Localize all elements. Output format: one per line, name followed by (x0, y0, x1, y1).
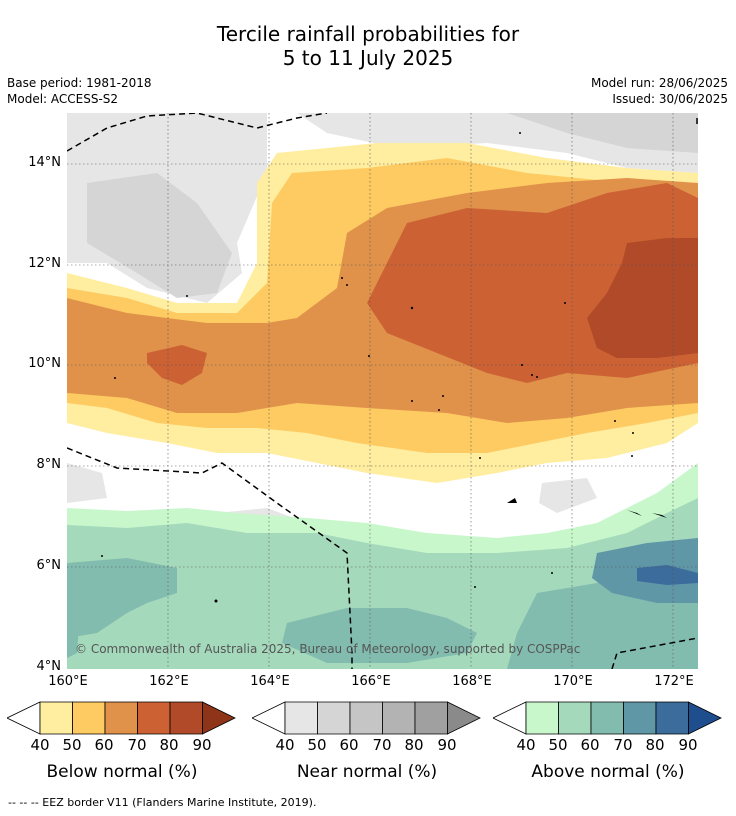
lon-label-166e: 166°E (351, 674, 391, 689)
rainfall-map (67, 113, 698, 669)
legend-near-normal (252, 701, 481, 735)
lon-label-160e: 160°E (48, 674, 88, 689)
title-line-1: Tercile rainfall probabilities for (216, 22, 520, 46)
lon-label-164e: 164°E (250, 674, 290, 689)
copyright-notice: © Commonwealth of Australia 2025, Bureau… (75, 642, 581, 656)
legend-swatch (414, 701, 448, 735)
islands (101, 132, 667, 603)
legend-below-normal (7, 701, 236, 735)
legend-arrow-right (688, 701, 722, 735)
model-name: Model: ACCESS-S2 (7, 92, 119, 106)
legend-tick: 50 (62, 736, 82, 754)
lon-label-168e: 168°E (452, 674, 492, 689)
lon-label-162e: 162°E (149, 674, 189, 689)
issued-date: Issued: 30/06/2025 (612, 92, 728, 106)
title-line-2: 5 to 11 July 2025 (282, 46, 454, 70)
legend-arrow-right (202, 701, 236, 735)
near-normal-small-patch (67, 463, 107, 503)
lat-label-10n: 10°N (28, 356, 61, 371)
legend-swatch (317, 701, 351, 735)
lat-label-12n: 12°N (28, 256, 61, 271)
map-title: Tercile rainfall probabilities for 5 to … (0, 22, 736, 70)
legend-swatch (169, 701, 203, 735)
graticule (67, 113, 698, 669)
legend-arrow-left (493, 701, 527, 735)
legend-tick: 40 (30, 736, 50, 754)
near-normal-small-patch-2 (539, 478, 597, 513)
legend-swatch (382, 701, 416, 735)
model-run: Model run: 28/06/2025 (590, 76, 728, 90)
legend-title-below: Below normal (%) (46, 762, 198, 782)
below-normal-70-small (147, 345, 207, 385)
legend-swatch (590, 701, 624, 735)
legend-tick: 70 (372, 736, 392, 754)
legend-tick: 60 (580, 736, 600, 754)
lat-label-14n: 14°N (28, 155, 61, 170)
legend-tick: 70 (613, 736, 633, 754)
legend-tick: 40 (516, 736, 536, 754)
legend-tick: 80 (159, 736, 179, 754)
lat-label-4n: 4°N (36, 659, 62, 674)
legend-tick: 90 (678, 736, 698, 754)
legend-title-near: Near normal (%) (296, 762, 438, 782)
lat-label-8n: 8°N (36, 457, 62, 472)
legend-swatch (349, 701, 383, 735)
above-normal-80-right (637, 565, 698, 585)
legend-arrow-right (447, 701, 481, 735)
legend-swatch (655, 701, 689, 735)
legend-swatch (525, 701, 559, 735)
above-normal-70-left (67, 583, 82, 658)
above-normal-60-region (67, 558, 177, 638)
legend-tick: 50 (548, 736, 568, 754)
legend-swatch (39, 701, 73, 735)
meta-right: Model run: 28/06/2025 Issued: 30/06/2025 (591, 75, 728, 107)
eez-footnote: -- -- -- EEZ border V11 (Flanders Marine… (8, 796, 317, 809)
base-period: Base period: 1981-2018 (7, 76, 152, 90)
near-normal-top-right-darker (507, 113, 698, 153)
legend-swatch (623, 701, 657, 735)
legend-above-normal (493, 701, 722, 735)
legend-tick: 40 (275, 736, 295, 754)
legend-swatch (72, 701, 106, 735)
legend-tick: 50 (307, 736, 327, 754)
lon-label-172e: 172°E (654, 674, 694, 689)
lat-label-6n: 6°N (36, 558, 62, 573)
legend-swatch (104, 701, 138, 735)
legend-title-above: Above normal (%) (531, 762, 685, 782)
legend-swatch (284, 701, 318, 735)
legend-arrow-left (252, 701, 286, 735)
near-normal-region-darker (87, 173, 232, 298)
legend-tick: 60 (339, 736, 359, 754)
legend-tick: 60 (94, 736, 114, 754)
legend-tick: 80 (404, 736, 424, 754)
legend-swatch (558, 701, 592, 735)
legend-arrow-left (7, 701, 41, 735)
legend-tick: 90 (192, 736, 212, 754)
lon-label-170e: 170°E (553, 674, 593, 689)
legend-tick: 90 (437, 736, 457, 754)
eez-border (67, 113, 698, 669)
above-normal-60-center (282, 608, 477, 663)
below-normal-80-region (587, 238, 698, 358)
meta-left: Base period: 1981-2018 Model: ACCESS-S2 (7, 75, 152, 107)
legend-tick: 70 (127, 736, 147, 754)
legend-swatch (137, 701, 171, 735)
legend-tick: 80 (645, 736, 665, 754)
